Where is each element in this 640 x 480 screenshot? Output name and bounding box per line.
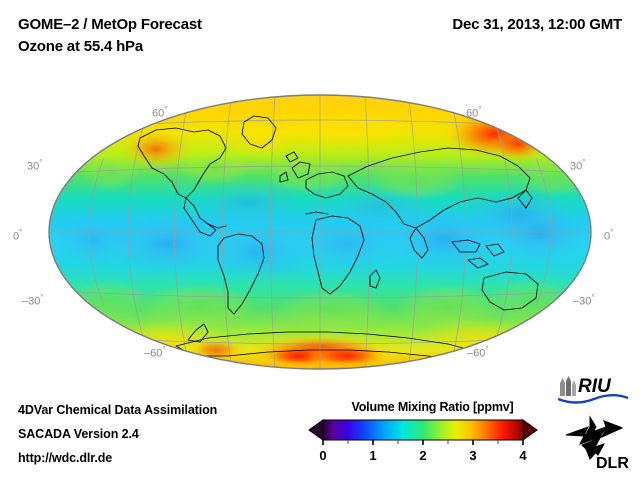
lat-label-inner-60n-left: 60° (152, 105, 168, 120)
lat-label-right-30s: –30° (573, 293, 595, 308)
page-subtitle: Ozone at 55.4 hPa (18, 38, 143, 55)
dlr-logo-text: DLR (596, 455, 629, 471)
footer-line-assimilation: 4DVar Chemical Data Assimilation (18, 403, 218, 417)
map-field (49, 95, 591, 369)
lat-label-inner-60s-right: –60° (467, 345, 489, 360)
globe-outline (48, 94, 592, 370)
riu-logo: RIU (556, 374, 630, 408)
colorbar-svg (308, 419, 538, 445)
riu-towers-icon (560, 376, 576, 396)
riu-logo-svg: RIU (557, 376, 629, 404)
lat-label-inner-60n-right: 60° (466, 105, 482, 120)
footer-line-version: SACADA Version 2.4 (18, 427, 139, 441)
colorbar-tick-labels: 0 1 2 3 4 (307, 448, 539, 466)
lat-label-left-0: 0° (13, 228, 23, 243)
dlr-logo-svg: DLR (565, 415, 629, 472)
lat-label-right-30n: 30° (570, 158, 586, 173)
map-svg (48, 94, 592, 370)
dlr-mark-icon (565, 415, 624, 460)
ozone-map (48, 94, 592, 370)
page-title: GOME–2 / MetOp Forecast (18, 16, 202, 33)
colorbar-tick-4: 4 (519, 448, 527, 463)
lat-label-right-0: 0° (604, 228, 614, 243)
footer-line-url[interactable]: http://wdc.dlr.de (18, 451, 113, 465)
colorbar-tick-2: 2 (419, 448, 427, 463)
colorbar-over-arrow (522, 419, 538, 441)
lat-label-left-30s: –30° (22, 293, 44, 308)
lat-label-inner-60s-left: –60° (144, 345, 166, 360)
colorbar-minor-ticks (347, 440, 499, 444)
timestamp-label: Dec 31, 2013, 12:00 GMT (452, 16, 622, 33)
colorbar-under-arrow (308, 419, 324, 441)
riu-wave-icon (557, 394, 629, 404)
colorbar-title: Volume Mixing Ratio [ppmv] (351, 400, 514, 414)
colorbar-tick-1: 1 (369, 448, 377, 463)
riu-logo-text: RIU (578, 376, 612, 397)
colorbar-tick-0: 0 (319, 448, 327, 463)
graticule (49, 95, 591, 369)
dlr-logo: DLR (560, 413, 630, 472)
lat-label-left-30n: 30° (27, 158, 43, 173)
colorbar-ramp (322, 419, 524, 441)
colorbar (307, 418, 539, 446)
colorbar-major-ticks (322, 440, 524, 445)
colorbar-tick-3: 3 (469, 448, 477, 463)
